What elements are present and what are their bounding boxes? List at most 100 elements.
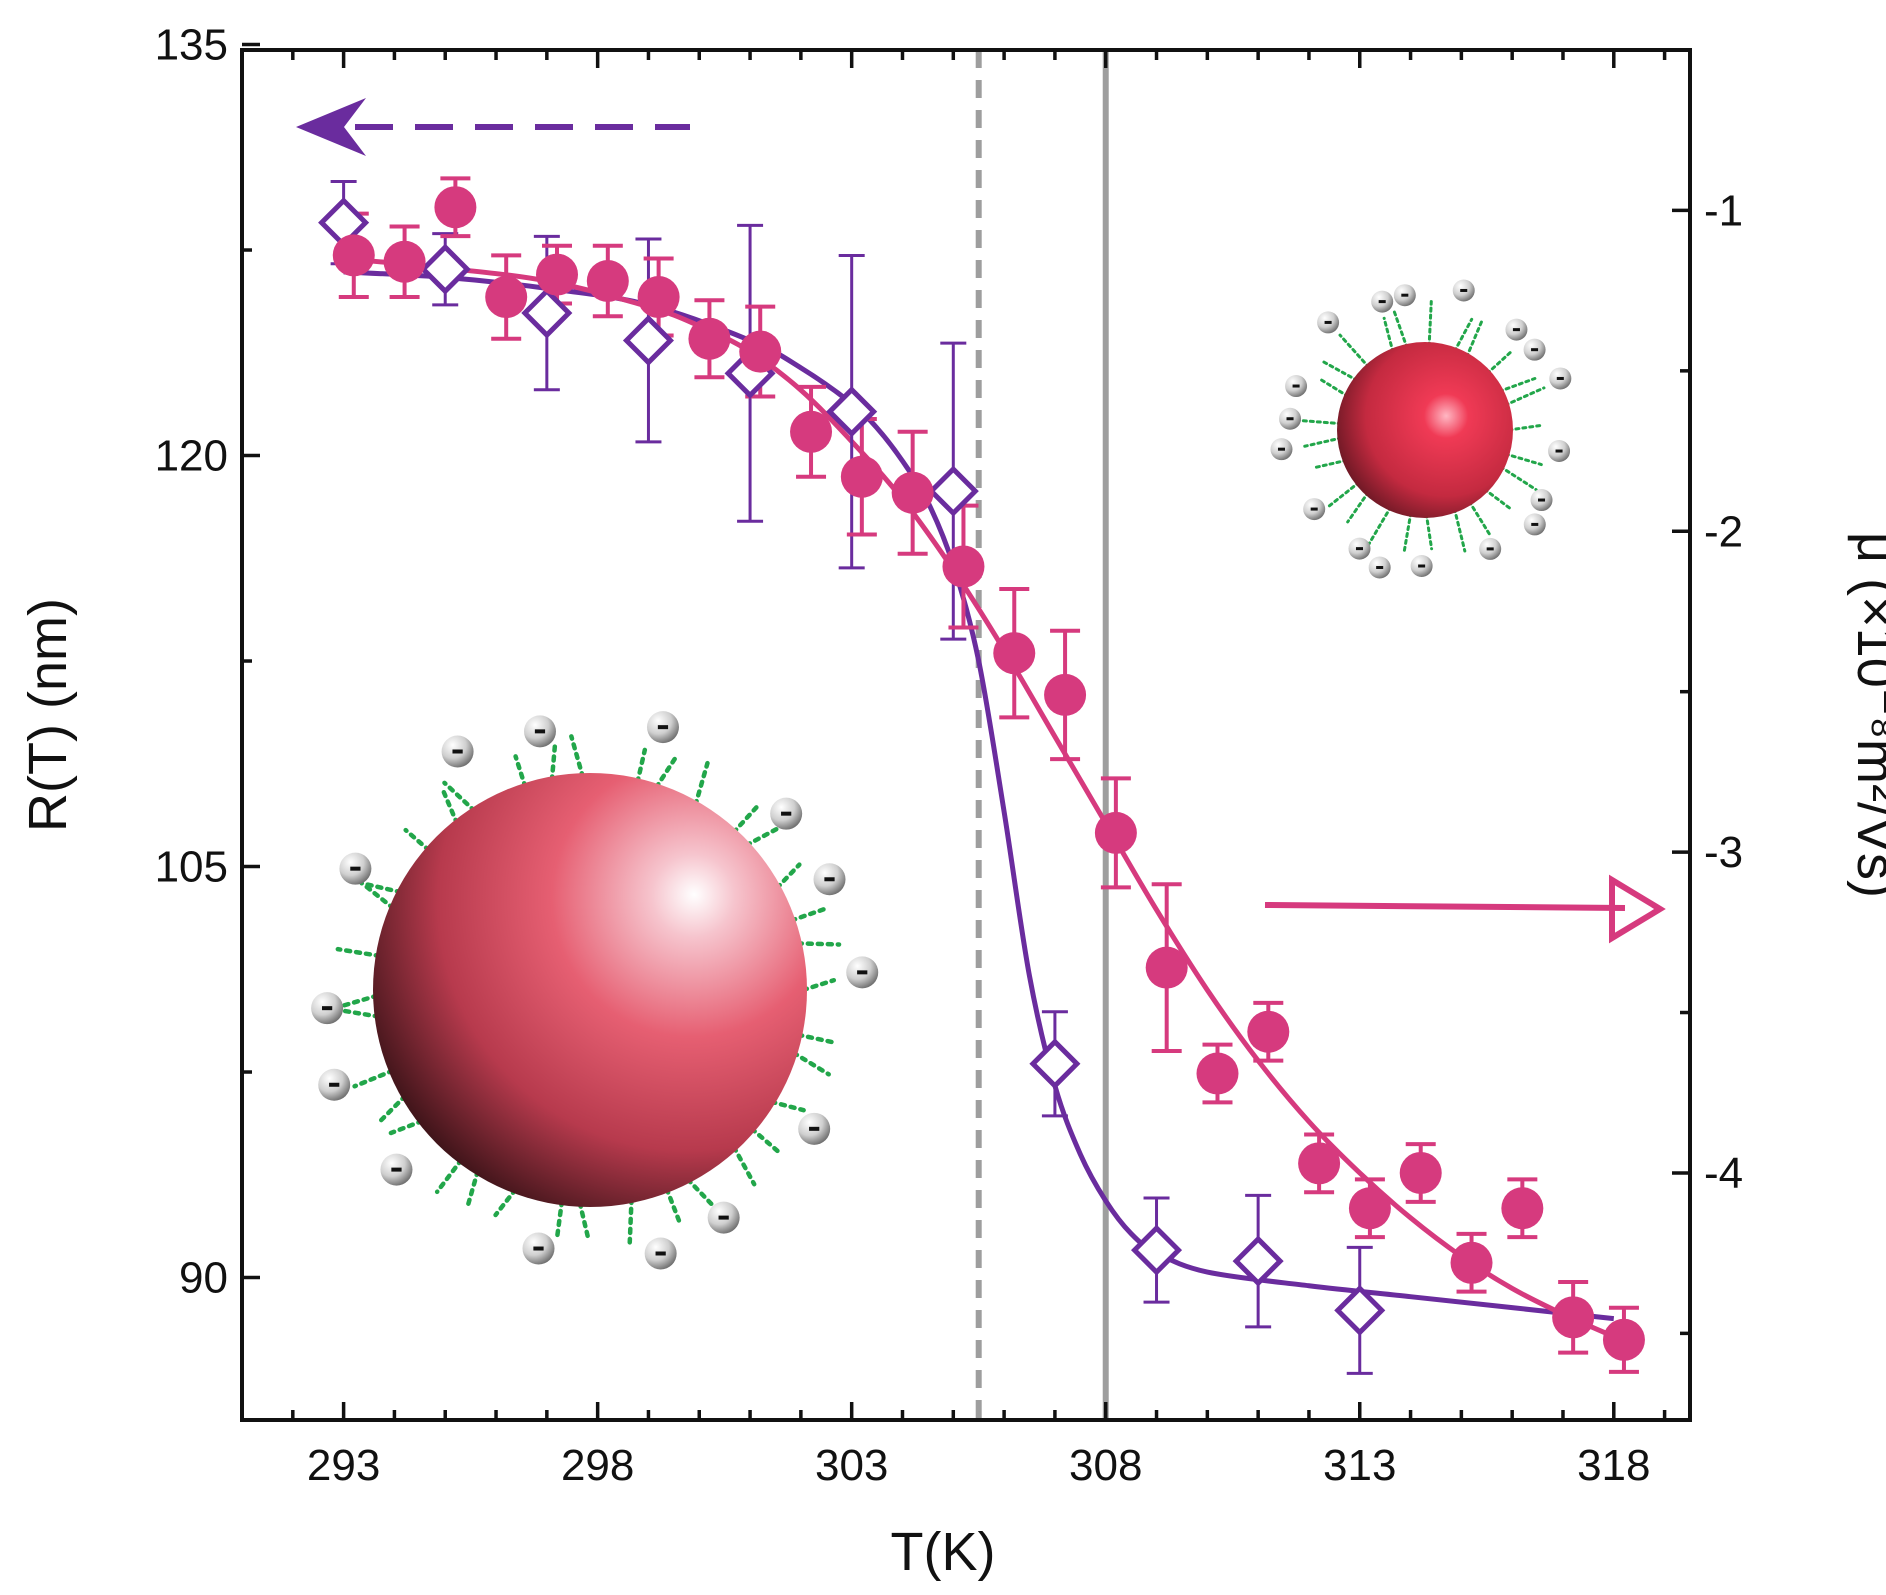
ligand — [442, 780, 477, 814]
plot-frame — [240, 48, 1692, 1422]
y2-tick-label: -2 — [1704, 507, 1743, 556]
ion — [813, 863, 846, 896]
ligand — [352, 1068, 396, 1089]
ligand — [1452, 507, 1467, 553]
ligand — [635, 747, 648, 785]
ion — [522, 1232, 555, 1265]
ion — [339, 852, 372, 885]
y-tick-label: 105 — [155, 843, 228, 892]
ligand — [1338, 333, 1371, 369]
large-particle — [311, 711, 879, 1270]
data-point-circle — [1196, 1052, 1239, 1095]
ligand — [493, 1187, 518, 1218]
data-point-diamond — [419, 243, 471, 295]
data-point-diamond — [1029, 1038, 1081, 1090]
ion — [1285, 375, 1308, 398]
ligand — [795, 941, 842, 947]
ligand — [403, 827, 432, 853]
ligand — [789, 906, 828, 923]
ligand — [1503, 386, 1546, 407]
ligand — [1402, 511, 1413, 554]
ligand — [1507, 423, 1543, 432]
ligand — [440, 787, 460, 826]
data-point-circle — [1399, 1151, 1442, 1194]
ligand — [1321, 360, 1359, 382]
ligand — [1498, 376, 1537, 393]
ion — [311, 992, 344, 1025]
ligand — [1303, 436, 1343, 448]
ion — [1530, 489, 1553, 512]
ligand — [465, 1168, 481, 1209]
ligand — [1485, 350, 1513, 376]
ligand — [1483, 487, 1514, 512]
ion — [644, 1237, 677, 1270]
ligand — [359, 880, 404, 895]
ligand — [769, 1099, 806, 1113]
x-tick-label: 318 — [1577, 1441, 1650, 1490]
y-axis-title: R(T) (nm) — [18, 598, 78, 832]
ligand — [664, 1186, 683, 1227]
ligand — [335, 946, 382, 959]
ligand — [685, 1177, 714, 1207]
ion — [846, 956, 879, 989]
ion — [1479, 537, 1502, 560]
ligand — [1297, 418, 1343, 426]
ligand — [1427, 300, 1433, 348]
ligand — [1504, 452, 1543, 467]
data-point-circle — [383, 240, 426, 283]
ligand — [1499, 465, 1538, 492]
data-point-circle — [1501, 1187, 1544, 1230]
y2-tick-label: -3 — [1704, 828, 1743, 877]
data-points — [318, 186, 1645, 1361]
x-tick-label: 308 — [1069, 1441, 1142, 1490]
ligand — [1424, 512, 1434, 551]
ligand — [1346, 490, 1370, 524]
ligand — [1317, 377, 1350, 398]
ion — [770, 797, 803, 830]
data-point-circle — [790, 410, 833, 453]
ion — [1348, 537, 1371, 560]
ligand — [1366, 505, 1393, 547]
ligand — [800, 977, 837, 993]
ligand — [342, 1008, 381, 1019]
ion — [441, 735, 474, 768]
right-arrow-shaft — [1264, 902, 1626, 911]
data-point-diamond — [826, 386, 878, 438]
data-point-circle — [993, 632, 1036, 675]
x-tick-label: 293 — [307, 1441, 380, 1490]
y-tick-label: 135 — [155, 21, 228, 70]
ion — [1368, 556, 1391, 579]
annotations — [296, 98, 1666, 944]
y2-tick-label: -1 — [1704, 186, 1743, 235]
large-particle-sphere — [373, 773, 807, 1207]
ion — [1317, 311, 1340, 334]
ion — [1452, 279, 1475, 302]
ion — [1549, 367, 1572, 390]
reference-lines — [975, 50, 1109, 1420]
data-point-circle — [1450, 1241, 1493, 1284]
ligand — [569, 734, 586, 780]
data-point-diamond — [622, 314, 674, 366]
large-particle-ions — [311, 711, 879, 1270]
ligand — [749, 1126, 782, 1155]
y2-tick-label: -4 — [1704, 1149, 1743, 1198]
data-point-circle — [536, 253, 579, 296]
data-point-circle — [1145, 946, 1188, 989]
ion — [798, 1112, 831, 1145]
ion — [1371, 290, 1394, 313]
data-point-diamond — [1334, 1284, 1386, 1336]
ligand — [731, 804, 759, 835]
ion — [380, 1153, 413, 1186]
left-arrow-head-icon — [296, 98, 366, 156]
ion — [1303, 498, 1326, 521]
data-point-circle — [1602, 1318, 1645, 1361]
ligand — [577, 1200, 591, 1240]
large-particle-ligands — [335, 734, 842, 1245]
ligand — [791, 1050, 831, 1077]
ligand — [363, 883, 396, 911]
ligand — [1382, 316, 1395, 354]
data-point-circle — [1044, 673, 1087, 716]
y2-axis-title: μ (×10⁻⁸m²/Vs) — [1846, 532, 1886, 898]
data-point-circle — [1348, 1187, 1391, 1230]
